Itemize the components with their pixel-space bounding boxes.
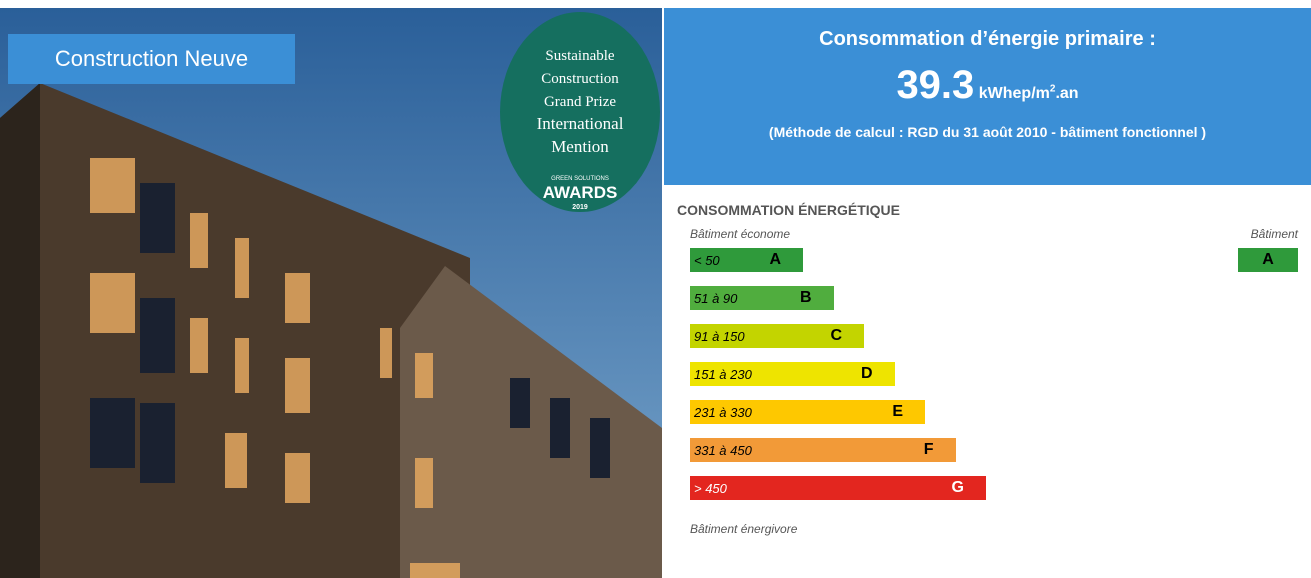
label-title: CONSOMMATION ÉNERGÉTIQUE — [677, 202, 900, 218]
class-letter: B — [800, 289, 812, 307]
header-value-line: 39.3 kWhep/m2.an — [664, 63, 1311, 108]
range: < 50 — [694, 253, 720, 268]
label-top: Bâtiment économe — [690, 227, 790, 241]
award-line: Construction — [541, 71, 619, 87]
range: 51 à 90 — [694, 291, 737, 306]
award-line: Mention — [551, 137, 609, 156]
unit-suffix: .an — [1055, 85, 1078, 102]
energy-class-bar: 51 à 90 B — [690, 286, 834, 310]
energy-class-bar: 331 à 450 F — [690, 438, 956, 462]
header-value: 39.3 — [896, 63, 974, 107]
building-heading: Bâtiment — [1251, 227, 1298, 241]
energy-class-bar: 91 à 150 C — [690, 324, 864, 348]
range: 151 à 230 — [694, 367, 752, 382]
range: 331 à 450 — [694, 443, 752, 458]
label-bottom: Bâtiment énergivore — [690, 522, 797, 536]
class-letter: A — [769, 251, 781, 269]
award-name: AWARDS — [543, 183, 618, 202]
header-title: Consommation d’énergie primaire : — [664, 28, 1311, 51]
range: 231 à 330 — [694, 405, 752, 420]
class-letter: D — [861, 365, 873, 383]
award-line: Sustainable — [545, 48, 614, 64]
photo-tag: Construction Neuve — [8, 34, 295, 84]
award-line: Grand Prize — [544, 94, 616, 110]
header-note: (Méthode de calcul : RGD du 31 août 2010… — [664, 124, 1311, 140]
unit: kWhep/m — [979, 85, 1050, 102]
building-class: A — [1238, 248, 1298, 272]
page: Construction Neuve Sustainable Constructi… — [0, 0, 1311, 578]
range: > 450 — [694, 481, 727, 496]
energy-class-bar: 151 à 230 D — [690, 362, 895, 386]
class-letter: C — [830, 327, 842, 345]
range: 91 à 150 — [694, 329, 745, 344]
class-letter: E — [892, 403, 903, 421]
award-brand: GREEN SOLUTIONS — [551, 176, 609, 182]
class-letter: G — [952, 479, 964, 497]
award-line: International — [537, 114, 624, 133]
award-year: 2019 — [572, 204, 588, 211]
energy-class-bar: > 450 G — [690, 476, 986, 500]
award-badge: Sustainable Construction Grand Prize Intern… — [498, 10, 662, 215]
energy-class-bar: 231 à 330 E — [690, 400, 925, 424]
class-letter: F — [924, 441, 934, 459]
primary-energy-header: Consommation d’énergie primaire : 39.3 k… — [664, 8, 1311, 185]
energy-class-bar: < 50 A — [690, 248, 803, 272]
